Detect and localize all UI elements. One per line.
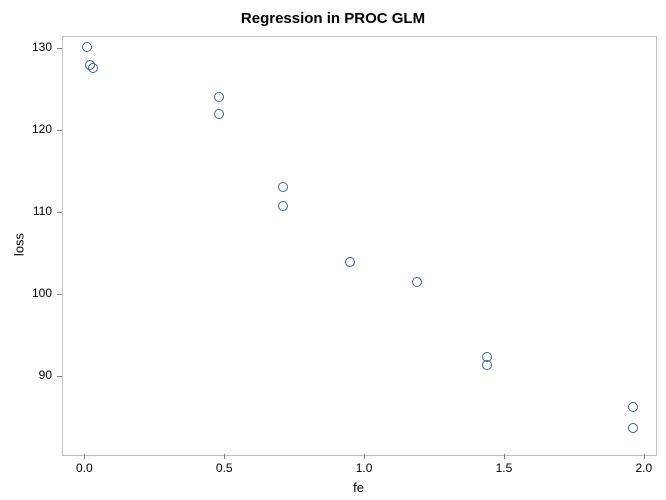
y-tick-label: 90	[22, 368, 52, 382]
x-tick-label: 2.0	[624, 461, 664, 475]
y-tick	[57, 212, 62, 213]
data-point	[628, 423, 638, 433]
data-point	[482, 360, 492, 370]
y-axis-label: loss	[12, 230, 27, 260]
data-point	[278, 182, 288, 192]
data-point	[345, 257, 355, 267]
chart-title: Regression in PROC GLM	[0, 10, 666, 27]
y-tick-label: 100	[22, 286, 52, 300]
data-point	[82, 42, 92, 52]
x-tick	[504, 454, 505, 459]
data-point	[278, 201, 288, 211]
x-tick-label: 0.5	[204, 461, 244, 475]
x-tick-label: 0.0	[64, 461, 104, 475]
y-tick-label: 110	[22, 204, 52, 218]
y-tick	[57, 130, 62, 131]
x-tick	[644, 454, 645, 459]
x-tick-label: 1.0	[344, 461, 384, 475]
data-point	[628, 402, 638, 412]
x-tick	[364, 454, 365, 459]
x-tick	[224, 454, 225, 459]
y-tick-label: 120	[22, 122, 52, 136]
data-point	[214, 109, 224, 119]
x-tick-label: 1.5	[484, 461, 524, 475]
data-point	[88, 63, 98, 73]
y-tick	[57, 376, 62, 377]
y-tick	[57, 294, 62, 295]
y-tick-label: 130	[22, 40, 52, 54]
x-tick	[84, 454, 85, 459]
data-point	[214, 92, 224, 102]
y-tick	[57, 48, 62, 49]
x-axis-label: fe	[62, 480, 655, 495]
chart-container: Regression in PROC GLM loss fe 90 100 110 1…	[0, 0, 666, 500]
plot-area	[62, 36, 657, 456]
data-point	[412, 277, 422, 287]
